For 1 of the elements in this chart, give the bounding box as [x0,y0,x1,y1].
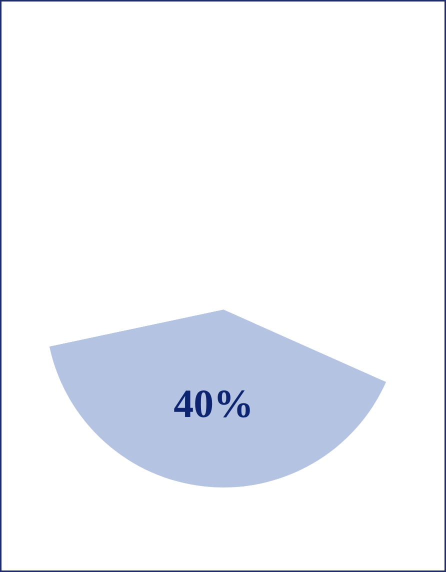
data-label: 40% [174,380,254,426]
